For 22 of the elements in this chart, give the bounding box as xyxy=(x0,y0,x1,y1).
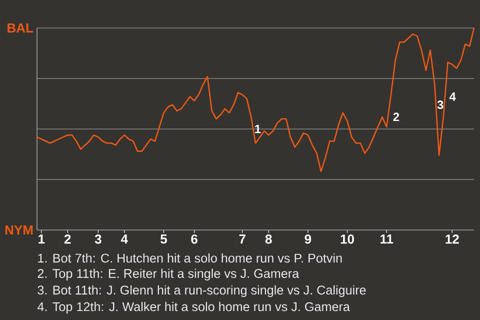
x-tick-label: 10 xyxy=(340,234,354,244)
x-tick-label: 12 xyxy=(446,234,459,244)
annotation: 4 xyxy=(449,92,456,101)
x-tick-label: 2 xyxy=(64,234,71,244)
annotation: 1 xyxy=(255,124,261,134)
x-tick-label: 4 xyxy=(120,234,128,244)
text: NYM xyxy=(5,226,33,234)
annotation: 2 xyxy=(393,112,400,122)
x-tick-label: 3 xyxy=(94,234,102,244)
annotation: 3 xyxy=(437,100,444,110)
x-tick-label: 11 xyxy=(380,234,394,244)
text: 1. Bot 7th: C. Hutchen hit a solo home run vs P. Potvin xyxy=(38,253,342,263)
x-tick-label: 1 xyxy=(38,234,45,244)
x-tick-label: 9 xyxy=(304,234,312,244)
x-tick-label: 7 xyxy=(239,234,246,244)
text: 4. Top 12th: J. Walker hit a solo home run vs J. Gamera xyxy=(37,302,350,314)
x-tick-label: 5 xyxy=(160,234,167,244)
text: 3. Bot 11th: J. Glenn hit a run-scoring single vs J. Caliguire xyxy=(38,285,366,298)
x-tick-label: 6 xyxy=(191,234,198,244)
text: BAL xyxy=(8,24,34,32)
text: 2. Top 11th: E. Reiter hit a single vs J. Gamera xyxy=(38,268,300,280)
x-tick-label: 8 xyxy=(265,234,272,244)
